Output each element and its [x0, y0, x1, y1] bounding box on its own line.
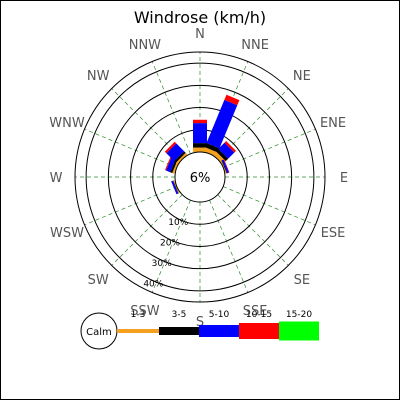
dir-label-e: E — [340, 171, 348, 186]
dir-label-nnw: NNW — [129, 38, 161, 53]
outer-ring — [74, 51, 326, 303]
bar-n-5-10 — [193, 123, 207, 144]
spoke-ssw — [151, 199, 191, 293]
bar-ne-3-5 — [215, 148, 229, 162]
legend-label-15-20: 15-20 — [286, 310, 312, 320]
ring-20 — [130, 107, 270, 247]
dir-label-ene: ENE — [320, 116, 346, 131]
legend-calm-label: Calm — [86, 327, 112, 338]
legend-swatch-3-5 — [159, 327, 199, 335]
bar-nne-10-15 — [224, 94, 240, 106]
ring-label-20: 20% — [160, 238, 180, 248]
polar-grid — [74, 51, 326, 303]
ring-30 — [107, 84, 293, 270]
spoke-sw — [111, 194, 183, 266]
bar-wsw-1-3 — [173, 180, 180, 194]
bar-ene-1-3 — [220, 160, 227, 174]
legend-swatch-15-20 — [279, 321, 319, 341]
direction-labels: N NNE NE ENE E ESE SE SSE S SSW SW WSW W WNW NW NNW — [49, 27, 348, 330]
legend: Calm 1-3 3-5 5-10 10-15 15-20 — [80, 310, 319, 350]
spoke-ene — [222, 128, 316, 168]
bar-nw-3-5 — [174, 151, 186, 163]
dir-label-s: S — [196, 315, 204, 330]
bar-nne-3-5 — [204, 143, 220, 153]
legend-swatch-5-10 — [199, 325, 239, 337]
bar-ne-5-10 — [218, 142, 235, 159]
legend-label-3-5: 3-5 — [172, 310, 187, 320]
ring-label-10: 10% — [168, 218, 188, 228]
ring-labels: 10% 20% 30% 40% — [143, 218, 188, 290]
legend-label-5-10: 5-10 — [209, 310, 230, 320]
bar-ne-10-15 — [224, 141, 236, 153]
dir-label-ese: ESE — [321, 226, 346, 241]
bar-n-10-15 — [193, 119, 207, 124]
bar-nw-10-15 — [164, 141, 177, 154]
dir-label-n: N — [195, 27, 205, 42]
dir-label-sw: SW — [88, 273, 109, 288]
legend-label-10-15: 10-15 — [246, 310, 272, 320]
dir-label-w: W — [50, 171, 63, 186]
chart-title: Windrose (km/h) — [134, 8, 266, 27]
bar-wsw-3-5 — [172, 180, 179, 194]
ring-40 — [85, 62, 315, 292]
spoke-wsw — [84, 186, 178, 226]
dir-label-wsw: WSW — [50, 226, 84, 241]
bar-ene-10-15 — [223, 159, 230, 173]
legend-label-1-3: 1-3 — [131, 310, 146, 320]
dir-label-se: SE — [294, 273, 310, 288]
bar-n-3-5 — [193, 143, 207, 148]
legend-swatch-1-3 — [117, 329, 159, 333]
ring-label-40: 40% — [143, 280, 163, 290]
spoke-ese — [222, 186, 316, 226]
spoke-sse — [209, 199, 249, 293]
ring-label-30: 30% — [152, 259, 172, 269]
spoke-wnw — [84, 128, 178, 168]
center-calm-percent: 6% — [190, 171, 211, 186]
bar-wnw-5-10 — [166, 157, 176, 173]
dir-label-wnw: WNW — [49, 116, 85, 131]
calm-circle — [174, 151, 226, 203]
dir-label-ne: NE — [293, 69, 311, 84]
wind-bars — [164, 94, 240, 195]
bar-ene-3-5 — [221, 160, 228, 174]
bar-nw-5-10 — [166, 143, 185, 162]
bar-ene-5-10 — [222, 159, 230, 174]
bar-nne-5-10 — [206, 99, 238, 149]
dir-label-nw: NW — [87, 69, 110, 84]
spoke-se — [217, 194, 289, 266]
bar-wnw-3-5 — [170, 159, 178, 174]
dir-label-ssw: SSW — [130, 304, 160, 319]
legend-swatch-10-15 — [239, 323, 279, 339]
bar-wnw-10-15 — [164, 157, 172, 171]
dir-label-nne: NNE — [241, 38, 269, 53]
bar-wsw-5-10 — [171, 180, 179, 195]
dir-label-sse: SSE — [243, 304, 268, 319]
spoke-nnw — [151, 61, 191, 155]
bar-nw-1-3 — [175, 152, 188, 165]
